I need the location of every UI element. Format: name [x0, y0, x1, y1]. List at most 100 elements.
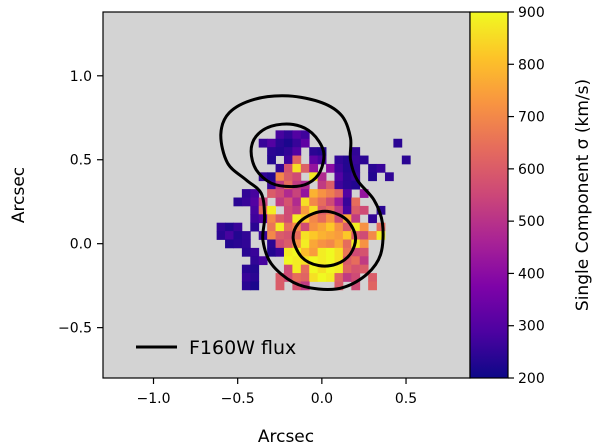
heatmap-cell — [258, 138, 268, 148]
heatmap-cell — [309, 256, 319, 266]
heatmap-cell — [342, 273, 352, 282]
heatmap-cell — [309, 239, 319, 249]
heatmap-cell — [225, 239, 234, 249]
heatmap-cell — [342, 189, 352, 198]
x-tick-label: −0.5 — [221, 391, 255, 407]
heatmap-cell — [300, 189, 310, 198]
heatmap-cell — [241, 189, 251, 198]
heatmap-cell — [326, 197, 335, 207]
heatmap-cell — [342, 163, 352, 173]
heatmap-cell — [351, 205, 361, 215]
heatmap-cell — [317, 256, 327, 266]
heatmap-cell — [250, 256, 260, 266]
heatmap-cell — [283, 205, 293, 215]
heatmap-cell — [334, 231, 344, 240]
heatmap-cell — [309, 231, 319, 240]
heatmap-cell — [225, 231, 234, 240]
y-tick-label: 0.0 — [70, 237, 92, 253]
heatmap-cell — [359, 205, 369, 215]
heatmap-cell — [233, 231, 243, 240]
colorbar-tick-label: 400 — [518, 266, 545, 282]
heatmap-cell — [334, 163, 344, 173]
heatmap-cell — [241, 273, 251, 282]
heatmap-cell — [241, 239, 251, 249]
heatmap-cell — [300, 197, 310, 207]
heatmap-cell — [250, 189, 260, 198]
heatmap-cell — [351, 163, 361, 173]
heatmap-cell — [250, 214, 260, 224]
heatmap-cell — [292, 197, 302, 207]
y-axis-label: Arcsec — [9, 167, 29, 223]
heatmap-cell — [309, 172, 319, 182]
heatmap-cell — [267, 222, 276, 232]
heatmap-cell — [309, 189, 319, 198]
heatmap-cell — [334, 281, 344, 291]
heatmap-cell — [225, 222, 234, 232]
heatmap-cell — [275, 247, 285, 257]
heatmap-cell — [334, 214, 344, 224]
heatmap-cell — [334, 239, 344, 249]
heatmap-cell — [283, 163, 293, 173]
colorbar-tick-label: 700 — [518, 110, 545, 126]
heatmap-cell — [283, 147, 293, 156]
heatmap-cell — [292, 155, 302, 165]
heatmap-cell — [368, 163, 377, 173]
heatmap-cell — [351, 264, 361, 274]
heatmap-cell — [283, 172, 293, 182]
colorbar-tick-label: 500 — [518, 214, 545, 230]
heatmap-cell — [283, 264, 293, 274]
heatmap-cell — [241, 281, 251, 291]
x-tick-label: 0.5 — [395, 391, 417, 407]
heatmap-cell — [216, 231, 226, 240]
heatmap-cell — [351, 273, 361, 282]
x-tick-label: −1.0 — [137, 391, 171, 407]
heatmap-cell — [309, 214, 319, 224]
heatmap-cell — [359, 155, 369, 165]
heatmap-cell — [233, 197, 243, 207]
heatmap-cell — [292, 205, 302, 215]
legend-label: F160W flux — [189, 337, 296, 359]
heatmap-cell — [275, 130, 285, 140]
heatmap-cell — [326, 214, 335, 224]
heatmap-cell — [283, 214, 293, 224]
heatmap-cell — [334, 222, 344, 232]
heatmap-cell — [376, 163, 386, 173]
heatmap-cell — [368, 231, 377, 240]
heatmap-cell — [283, 273, 293, 282]
heatmap-cell — [342, 205, 352, 215]
heatmap-cell — [334, 155, 344, 165]
heatmap-cell — [351, 247, 361, 257]
heatmap-cell — [241, 197, 251, 207]
heatmap-cell — [300, 273, 310, 282]
heatmap-cell — [351, 256, 361, 266]
heatmap-cell — [267, 214, 276, 224]
heatmap-cell — [300, 264, 310, 274]
colorbar-tick-label: 600 — [518, 162, 545, 178]
colorbar-tick-label: 900 — [518, 5, 545, 21]
heatmap-cell — [342, 222, 352, 232]
heatmap-cell — [292, 239, 302, 249]
heatmap-cell — [283, 239, 293, 249]
colorbar-ticks: 200 300 400 500 600 700 800 900 — [508, 5, 545, 387]
heatmap-cell — [275, 273, 285, 282]
heatmap-cell — [292, 281, 302, 291]
heatmap-cell — [300, 247, 310, 257]
heatmap-cell — [309, 222, 319, 232]
contour-inner-south — [291, 209, 358, 268]
heatmap-cell — [326, 163, 335, 173]
heatmap-cell — [342, 256, 352, 266]
heatmap-cell — [267, 189, 276, 198]
heatmap-cell — [342, 197, 352, 207]
heatmap-cell — [384, 172, 394, 182]
heatmap-cell — [351, 147, 361, 156]
x-axis-label: Arcsec — [258, 427, 314, 447]
contour-inner-north — [249, 122, 326, 189]
heatmap-cell — [342, 155, 352, 165]
heatmap-cell — [275, 231, 285, 240]
heatmap-cell — [326, 180, 335, 190]
heatmap-cell — [267, 172, 276, 182]
heatmap-cell — [317, 180, 327, 190]
heatmap-cell — [250, 197, 260, 207]
heatmap-cell — [241, 264, 251, 274]
x-tick-label: 0.0 — [311, 391, 333, 407]
